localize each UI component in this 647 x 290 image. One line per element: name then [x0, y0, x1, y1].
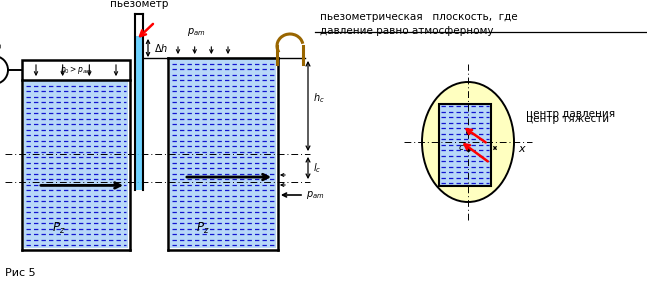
Text: пьезометрическая   плоскость,  где: пьезометрическая плоскость, где: [320, 12, 518, 22]
Circle shape: [0, 56, 8, 84]
Text: c: c: [459, 144, 464, 153]
Text: $\Delta h$: $\Delta h$: [154, 42, 168, 54]
Text: $p_{аm}$: $p_{аm}$: [187, 26, 205, 38]
Text: $l_c$: $l_c$: [313, 161, 322, 175]
Text: $p_{м0}$: $p_{м0}$: [0, 40, 3, 52]
Text: $h_c$: $h_c$: [313, 91, 325, 105]
Text: $P_z$: $P_z$: [196, 221, 210, 236]
Text: $P_z$: $P_z$: [52, 221, 65, 236]
Bar: [24, 80, 128, 248]
Text: Рис 5: Рис 5: [5, 268, 36, 278]
Text: центр тяжести: центр тяжести: [526, 114, 609, 124]
Text: $p_0{>}p_{аm}$: $p_0{>}p_{аm}$: [60, 64, 93, 76]
Text: $x$: $x$: [518, 144, 527, 154]
Bar: [22, 60, 130, 80]
Bar: [439, 104, 491, 186]
Text: пьезометр: пьезометр: [110, 0, 168, 9]
Bar: [439, 104, 491, 186]
Text: давление равно атмосферному: давление равно атмосферному: [320, 26, 494, 36]
Text: центр давления: центр давления: [526, 109, 615, 119]
Bar: [135, 36, 143, 190]
Ellipse shape: [422, 82, 514, 202]
Text: $p_{аm}$: $p_{аm}$: [306, 189, 325, 201]
Bar: [170, 58, 276, 248]
